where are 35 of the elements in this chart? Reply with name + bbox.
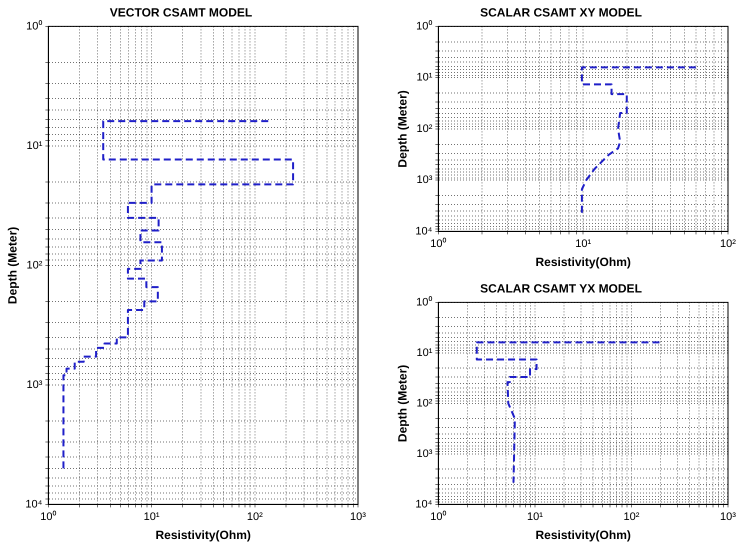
x-axis-title: Resistivity(Ohm) — [536, 528, 631, 542]
y-tick-label: 10⁰ — [416, 19, 432, 32]
y-tick-label: 10¹ — [416, 72, 433, 84]
x-axis-title: Resistivity(Ohm) — [156, 528, 251, 542]
x-tick-label: 10¹ — [144, 511, 160, 524]
y-tick-label: 10³ — [416, 448, 433, 460]
x-axis-title: Resistivity(Ohm) — [536, 255, 631, 270]
y-tick-label: 10³ — [416, 174, 433, 186]
chart-title: SCALAR CSAMT XY MODEL — [480, 6, 642, 20]
y-tick-label: 10² — [416, 397, 433, 410]
x-tick-label: 10³ — [720, 511, 736, 524]
y-tick-label: 10¹ — [416, 346, 433, 359]
y-tick-label: 10⁴ — [415, 498, 433, 510]
y-tick-label: 10⁴ — [415, 225, 433, 238]
x-tick-label: 10⁰ — [430, 510, 446, 524]
chart-title: VECTOR CSAMT MODEL — [110, 6, 252, 20]
chart-title: SCALAR CSAMT YX MODEL — [480, 282, 642, 296]
y-axis-title: Depth (Meter) — [396, 90, 410, 168]
x-tick-label: 10⁰ — [430, 237, 446, 250]
y-axis-title: Depth (Meter) — [396, 364, 410, 442]
x-tick-label: 10² — [720, 238, 736, 250]
x-tick-label: 10² — [624, 511, 640, 524]
y-tick-label: 10² — [26, 259, 43, 272]
x-tick-label: 10⁰ — [40, 510, 56, 524]
y-tick-label: 10⁰ — [416, 295, 432, 308]
y-tick-label: 10⁴ — [25, 498, 43, 510]
y-tick-label: 10⁰ — [26, 19, 42, 32]
y-tick-label: 10² — [416, 122, 433, 135]
y-tick-label: 10³ — [26, 378, 43, 391]
x-tick-label: 10² — [246, 511, 264, 524]
y-tick-label: 10¹ — [26, 140, 43, 152]
x-tick-label: 10³ — [350, 511, 366, 524]
x-tick-label: 10¹ — [575, 238, 592, 250]
x-tick-label: 10¹ — [526, 511, 544, 524]
y-axis-title: Depth (Meter) — [6, 226, 20, 304]
